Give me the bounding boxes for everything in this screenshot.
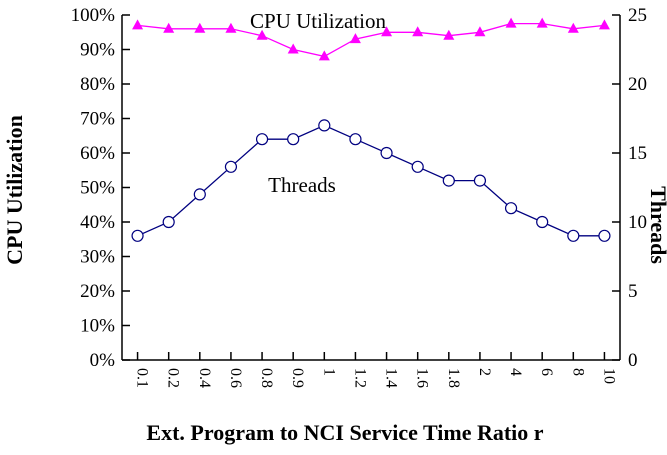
left-axis-tick-label: 100% <box>71 5 116 26</box>
x-axis-tick-label: 2 <box>476 368 493 376</box>
x-axis-tick-label: 0.1 <box>134 368 151 388</box>
cpu-utilization-marker <box>412 26 424 37</box>
threads-marker <box>442 174 455 187</box>
threads-series-label: Threads <box>268 173 336 197</box>
chart-plot-area: 0% 10% 20% 30% 40% 50% 60% 70% 80% 90% 100% 0 5 10 15 2… <box>71 5 647 388</box>
x-axis-tick-label: 0.9 <box>289 368 306 388</box>
threads-marker <box>287 133 300 146</box>
left-axis-tick-label: 40% <box>80 212 115 233</box>
threads-marker <box>567 229 580 242</box>
threads-marker <box>411 160 424 173</box>
cpu-utilization-marker <box>318 50 330 61</box>
threads-marker <box>193 188 206 201</box>
right-axis-tick-label: 5 <box>628 281 638 302</box>
left-axis-tick-label: 30% <box>80 247 115 268</box>
cpu-utilization-marker <box>256 29 268 40</box>
left-axis-tick-label: 70% <box>80 109 115 130</box>
threads-marker <box>380 146 393 160</box>
right-axis-tick-label: 10 <box>628 212 647 233</box>
threads-line <box>137 124 605 237</box>
right-axis-tick-label: 15 <box>628 143 647 164</box>
x-axis-tick-label: 1 <box>320 368 337 376</box>
threads-marker <box>131 229 144 242</box>
cpu-utilization-marker <box>132 19 144 30</box>
left-axis-tick-label: 0% <box>90 350 116 371</box>
cpu-utilization-marker <box>163 22 175 33</box>
cpu-utilization-marker <box>349 33 361 44</box>
x-axis-title: Ext. Program to NCI Service Time Ratio r <box>146 420 543 445</box>
x-axis-tick-label: 0.4 <box>196 368 213 388</box>
cpu-utilization-marker <box>287 43 299 54</box>
right-axis-title: Threads <box>646 186 667 264</box>
x-axis-tick-label: 4 <box>507 368 524 376</box>
threads-marker <box>162 215 175 229</box>
cpu-utilization-marker <box>474 26 486 37</box>
cpu-utilization-line <box>137 22 605 58</box>
x-axis-tick-label: 1.8 <box>445 368 462 388</box>
x-axis-tick-label: 0.2 <box>165 368 182 388</box>
threads-marker <box>318 119 331 132</box>
cpu-utilization-marker <box>567 22 579 33</box>
left-axis-tick-label: 80% <box>80 74 115 95</box>
right-axis-tick-label: 0 <box>628 350 638 371</box>
cpu-utilization-marker <box>536 17 548 28</box>
cpu-utilization-marker <box>194 22 206 33</box>
cpu-utilization-marker <box>381 26 393 37</box>
cpu-utilization-marker <box>505 17 517 28</box>
left-axis-tick-label: 50% <box>80 178 115 199</box>
x-axis-tick-label: 1.4 <box>383 368 400 388</box>
x-axis-tick-label: 0.6 <box>227 368 244 388</box>
threads-marker <box>224 160 238 173</box>
threads-marker <box>473 174 487 187</box>
right-axis-tick-label: 20 <box>628 74 647 95</box>
left-axis-tick-label: 20% <box>80 281 115 302</box>
cpu-utilization-marker <box>598 19 610 30</box>
threads-marker <box>349 133 362 146</box>
left-axis-title: CPU Utilization <box>2 115 27 265</box>
threads-marker <box>504 202 518 215</box>
cpu-utilization-marker <box>225 22 237 33</box>
x-axis-tick-label: 10 <box>600 368 617 384</box>
x-axis-tick-label: 1.2 <box>351 368 368 388</box>
left-axis-tick-label: 90% <box>80 40 115 61</box>
x-axis-tick-label: 0.8 <box>258 368 275 388</box>
threads-marker <box>255 133 269 146</box>
left-axis-tick-label: 10% <box>80 316 115 337</box>
cpu-utilization-marker <box>443 29 455 40</box>
chart-title: CPU Utilization <box>250 9 386 33</box>
threads-marker <box>536 215 549 229</box>
threads-marker <box>598 229 611 242</box>
x-axis-tick-label: 6 <box>538 368 555 376</box>
x-axis-tick-label: 8 <box>569 368 586 376</box>
left-axis-tick-label: 60% <box>80 143 115 164</box>
x-axis-tick-label: 1.6 <box>414 368 431 388</box>
right-axis-tick-label: 25 <box>628 5 647 26</box>
